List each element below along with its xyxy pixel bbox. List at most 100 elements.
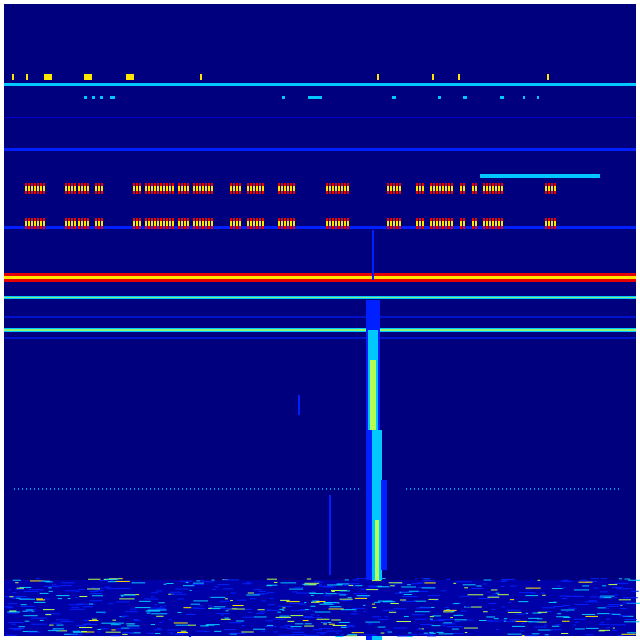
mid-mark: [523, 96, 525, 99]
noise-speck: [463, 627, 478, 629]
mid-mark: [392, 96, 396, 99]
noise-speck: [616, 588, 620, 590]
noise-speck: [193, 582, 204, 584]
noise-speck: [429, 631, 434, 633]
pulse-mark-core: [486, 221, 488, 226]
noise-speck: [210, 596, 226, 598]
dotted-row-dot: [510, 488, 511, 490]
dotted-row-dot: [326, 488, 327, 490]
noise-speck: [590, 578, 599, 580]
noise-speck: [287, 620, 295, 622]
pulse-mark-core: [98, 186, 100, 191]
dotted-row-dot: [70, 488, 71, 490]
dotted-row-dot: [546, 488, 547, 490]
noise-speck: [624, 621, 640, 623]
pulse-mark-core: [65, 186, 67, 191]
harmonic-line: [4, 148, 636, 151]
noise-speck: [201, 581, 214, 583]
pulse-mark-core: [495, 221, 497, 226]
noise-speck: [345, 624, 354, 626]
noise-speck: [451, 610, 455, 612]
noise-speck: [332, 624, 347, 626]
noise-speck: [257, 609, 265, 611]
top-mark: [458, 74, 460, 80]
dotted-row-dot: [74, 488, 75, 490]
harmonic-line-core: [4, 297, 636, 298]
noise-speck: [556, 616, 570, 618]
noise-speck: [396, 621, 411, 623]
noise-speck: [377, 626, 386, 628]
noise-speck: [279, 615, 290, 617]
noise-speck: [114, 580, 130, 582]
noise-speck: [241, 631, 254, 633]
noise-speck: [599, 597, 612, 599]
noise-speck: [387, 631, 393, 633]
noise-speck: [410, 634, 418, 636]
noise-speck: [421, 587, 436, 589]
noise-speck: [261, 630, 266, 632]
pulse-mark-core: [278, 221, 280, 226]
dotted-row-dot: [346, 488, 347, 490]
noise-speck: [353, 610, 358, 612]
pulse-mark-core: [445, 221, 447, 226]
noise-speck: [124, 611, 138, 613]
noise-speck: [503, 620, 507, 622]
pulse-mark-core: [205, 221, 207, 226]
spectrogram-background: [4, 4, 636, 636]
noise-speck: [133, 619, 139, 621]
noise-speck: [121, 595, 124, 597]
pulse-mark-core: [253, 186, 255, 191]
noise-speck: [39, 619, 44, 621]
noise-speck: [500, 585, 505, 587]
noise-speck: [530, 592, 537, 594]
dotted-row-dot: [350, 488, 351, 490]
dotted-row-dot: [34, 488, 35, 490]
dotted-row-dot: [138, 488, 139, 490]
dotted-row-dot: [82, 488, 83, 490]
dotted-row-dot: [422, 488, 423, 490]
noise-speck: [598, 596, 605, 598]
noise-speck: [12, 629, 22, 631]
noise-speck: [338, 621, 350, 623]
pulse-mark-core: [68, 221, 70, 226]
noise-speck: [55, 619, 69, 621]
noise-speck: [220, 614, 224, 616]
pulse-mark-core: [430, 221, 432, 226]
pulse-mark-core: [390, 186, 392, 191]
noise-speck: [416, 628, 422, 630]
noise-speck: [492, 593, 496, 595]
noise-speck: [100, 628, 109, 630]
pulse-mark-core: [281, 221, 283, 226]
dotted-row-dot: [262, 488, 263, 490]
noise-speck: [314, 581, 321, 583]
noise-speck: [605, 605, 619, 607]
noise-speck: [340, 609, 357, 611]
noise-speck: [377, 600, 393, 602]
harmonic-line: [4, 226, 636, 229]
noise-speck: [195, 630, 207, 632]
pulse-mark-core: [486, 186, 488, 191]
noise-speck: [549, 629, 562, 631]
noise-speck: [82, 631, 95, 633]
noise-speck: [145, 610, 161, 612]
noise-speck: [174, 633, 183, 635]
noise-speck: [310, 614, 315, 616]
dotted-row-dot: [490, 488, 491, 490]
top-mark: [26, 74, 28, 80]
noise-speck: [461, 595, 469, 597]
noise-speck: [390, 585, 395, 587]
noise-speck: [559, 595, 570, 597]
pulse-mark-core: [460, 186, 462, 191]
noise-speck: [105, 631, 121, 633]
pulse-mark-core: [95, 186, 97, 191]
pulse-mark-core: [498, 221, 500, 226]
noise-speck: [341, 626, 347, 628]
mid-mark: [438, 96, 441, 99]
noise-speck: [429, 632, 436, 634]
vertical-stripe-core: [370, 360, 376, 430]
dotted-row-dot: [186, 488, 187, 490]
noise-speck: [23, 615, 38, 617]
pulse-mark-core: [347, 186, 349, 191]
pulse-mark-core: [475, 186, 477, 191]
noise-speck: [86, 588, 101, 590]
